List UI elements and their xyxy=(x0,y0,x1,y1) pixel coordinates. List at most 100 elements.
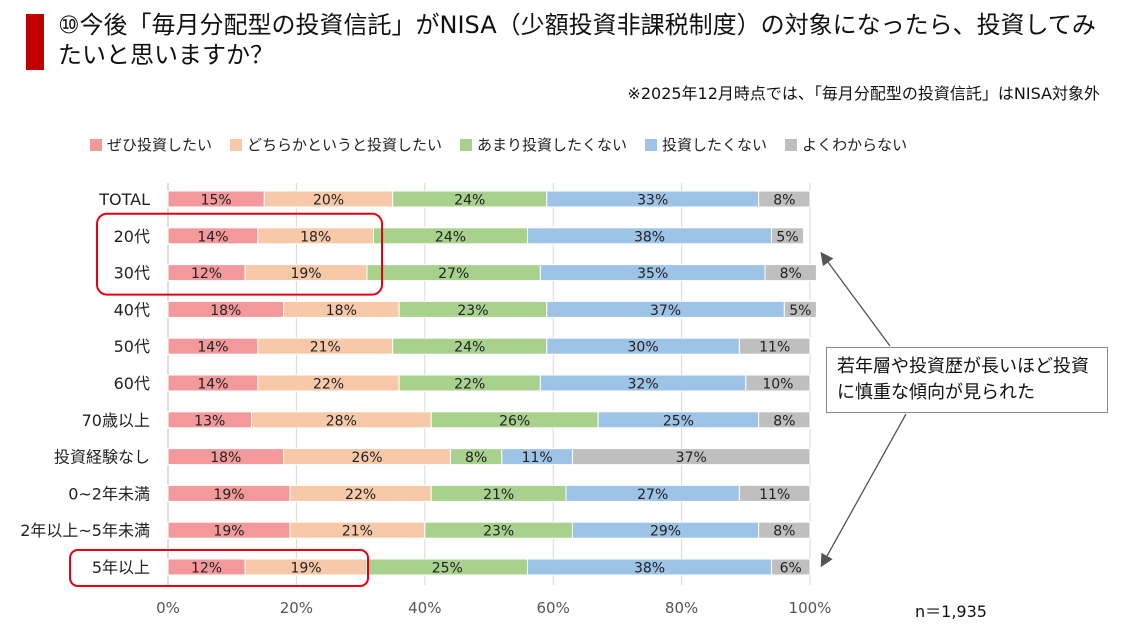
x-tick-label: 80% xyxy=(665,599,698,617)
data-label: 24% xyxy=(454,193,485,209)
data-label: 13% xyxy=(194,413,225,429)
data-label: 27% xyxy=(637,487,668,503)
data-label: 5% xyxy=(789,303,811,319)
category-label: TOTAL xyxy=(98,190,150,209)
data-label: 8% xyxy=(773,193,795,209)
legend-swatch xyxy=(785,138,798,151)
data-label: 8% xyxy=(780,266,802,282)
category-label: 2年以上~5年未満 xyxy=(20,521,150,540)
data-label: 19% xyxy=(290,561,321,577)
x-tick-label: 100% xyxy=(789,599,832,617)
data-label: 22% xyxy=(345,487,376,503)
legend-swatch xyxy=(645,138,658,151)
category-label: 5年以上 xyxy=(92,558,150,577)
page-title: ⑩今後「毎月分配型の投資信託」がNISA（少額投資非課税制度）の対象になったら、… xyxy=(58,11,1096,69)
bar-segment xyxy=(783,300,817,318)
data-label: 25% xyxy=(663,413,694,429)
callout-arrow-up xyxy=(820,251,891,347)
data-label: 11% xyxy=(759,487,790,503)
data-label: 15% xyxy=(201,193,232,209)
data-label: 22% xyxy=(313,377,344,393)
callout-arrow-down xyxy=(820,413,907,568)
data-label: 27% xyxy=(438,266,469,282)
category-label: 20代 xyxy=(114,227,150,246)
x-tick-label: 0% xyxy=(156,599,180,617)
data-label: 26% xyxy=(351,450,382,466)
x-tick-label: 60% xyxy=(537,599,570,617)
legend-label: よくわからない xyxy=(802,136,908,154)
bar-segment xyxy=(770,558,811,576)
data-label: 23% xyxy=(483,524,514,540)
data-label: 14% xyxy=(197,340,228,356)
data-label: 19% xyxy=(213,524,244,540)
data-label: 29% xyxy=(650,524,681,540)
legend-item: ぜひ投資したい xyxy=(90,134,212,155)
data-label: 20% xyxy=(313,193,344,209)
data-label: 37% xyxy=(650,303,681,319)
title-accent-bar xyxy=(26,14,44,70)
highlight-box-experienced xyxy=(69,549,369,587)
data-label: 23% xyxy=(457,303,488,319)
category-label: 50代 xyxy=(114,337,150,356)
data-label: 11% xyxy=(759,340,790,356)
bar-segment xyxy=(758,521,811,539)
footnote: ※2025年12月時点では、「毎月分配型の投資信託」はNISA対象外 xyxy=(627,84,1100,103)
bar-segment xyxy=(764,264,817,282)
category-label: 60代 xyxy=(114,374,150,393)
category-label: 0~2年未満 xyxy=(68,484,150,503)
data-label: 24% xyxy=(454,340,485,356)
data-label: 18% xyxy=(300,229,331,245)
x-tick-label: 20% xyxy=(280,599,313,617)
data-label: 37% xyxy=(676,450,707,466)
data-label: 32% xyxy=(628,377,659,393)
category-label: 70歳以上 xyxy=(82,411,150,430)
bar-segment xyxy=(758,411,811,429)
data-label: 21% xyxy=(483,487,514,503)
category-label: 投資経験なし xyxy=(54,448,150,467)
legend-item: あまり投資したくない xyxy=(460,134,627,155)
category-label: 40代 xyxy=(114,300,150,319)
data-label: 8% xyxy=(773,524,795,540)
highlight-box-young xyxy=(96,212,383,296)
data-label: 21% xyxy=(310,340,341,356)
chart-legend: ぜひ投資したい どちらかというと投資したい あまり投資したくない 投資したくない よくわ… xyxy=(90,134,907,155)
data-label: 28% xyxy=(326,413,357,429)
data-label: 6% xyxy=(780,561,802,577)
data-label: 38% xyxy=(634,561,665,577)
data-label: 14% xyxy=(197,377,228,393)
data-label: 35% xyxy=(637,266,668,282)
legend-swatch xyxy=(90,138,102,151)
x-tick-label: 40% xyxy=(408,599,441,617)
legend-label: どちらかというと投資したい xyxy=(247,136,443,154)
data-label: 18% xyxy=(210,450,241,466)
data-label: 30% xyxy=(628,340,659,356)
data-label: 33% xyxy=(637,193,668,209)
bar-segment xyxy=(745,374,811,392)
legend-item: どちらかというと投資したい xyxy=(230,134,442,155)
legend-item: 投資したくない xyxy=(645,134,767,155)
data-label: 38% xyxy=(634,229,665,245)
bar-segment xyxy=(758,190,811,208)
data-label: 26% xyxy=(499,413,530,429)
legend-label: あまり投資したくない xyxy=(477,136,628,154)
bar-segment xyxy=(738,337,811,355)
legend-label: ぜひ投資したい xyxy=(107,136,213,154)
category-label: 30代 xyxy=(114,264,150,283)
legend-item: よくわからない xyxy=(785,134,907,155)
data-label: 25% xyxy=(432,561,463,577)
data-label: 5% xyxy=(776,229,798,245)
bar-segment xyxy=(738,484,811,502)
data-label: 10% xyxy=(762,377,793,393)
data-label: 8% xyxy=(465,450,487,466)
data-label: 18% xyxy=(210,303,241,319)
legend-label: 投資したくない xyxy=(662,136,768,154)
data-label: 8% xyxy=(773,413,795,429)
data-label: 22% xyxy=(454,377,485,393)
legend-swatch xyxy=(230,138,243,151)
data-label: 19% xyxy=(213,487,244,503)
data-label: 14% xyxy=(197,229,228,245)
data-label: 21% xyxy=(342,524,373,540)
data-label: 24% xyxy=(435,229,466,245)
callout-box: 若年層や投資歴が長いほど投資に慎重な傾向が見られた xyxy=(826,347,1108,413)
